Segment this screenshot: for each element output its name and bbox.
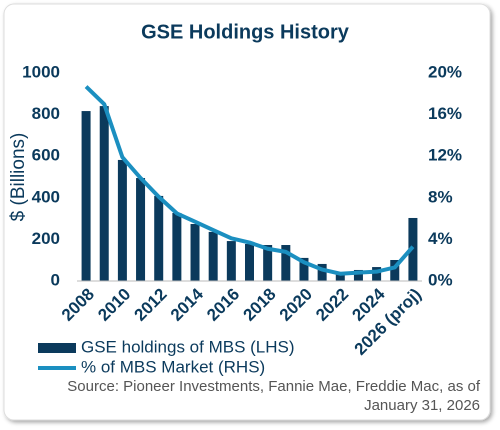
bar — [99, 106, 109, 282]
y-tick-label: 800 — [32, 104, 60, 123]
bar — [172, 212, 182, 281]
bar — [117, 159, 127, 281]
legend-label: GSE holdings of MBS (LHS) — [81, 337, 295, 356]
line — [84, 85, 415, 276]
bar — [299, 257, 309, 281]
bar — [353, 269, 363, 281]
source: January 31, 2026 — [364, 397, 480, 414]
legend-swatch — [38, 343, 76, 353]
bar — [208, 231, 218, 281]
bar — [372, 267, 382, 281]
y-tick-label: 200 — [32, 229, 60, 248]
bar — [245, 243, 254, 281]
y2-tick-label: 0% — [428, 270, 453, 289]
bar — [136, 178, 146, 281]
y-tick-label: 0 — [51, 270, 60, 289]
y-tick-label: 1000 — [22, 62, 60, 81]
chart-title: GSE Holdings History — [141, 21, 350, 43]
bar — [281, 245, 291, 281]
bar — [226, 241, 236, 281]
bar — [81, 111, 91, 282]
y2-tick-label: 4% — [428, 229, 453, 248]
y2-tick-label: 8% — [428, 187, 453, 206]
y2-tick-label: 12% — [428, 146, 462, 165]
bar — [190, 224, 200, 281]
y2-tick-label: 16% — [428, 104, 462, 123]
y-axis-label: $ (Billions) — [8, 133, 29, 222]
source: Source: Pioneer Investments, Fannie Mae,… — [67, 378, 481, 395]
bar — [317, 263, 327, 281]
y2-tick-label: 20% — [428, 62, 462, 81]
bar — [335, 272, 345, 281]
frame — [3, 3, 491, 421]
bar — [390, 259, 400, 281]
y-tick-label: 600 — [32, 146, 60, 165]
bar — [154, 195, 164, 281]
legend-label: % of MBS Market (RHS) — [81, 357, 265, 376]
y-tick-label: 400 — [32, 187, 60, 206]
bar — [263, 245, 273, 281]
